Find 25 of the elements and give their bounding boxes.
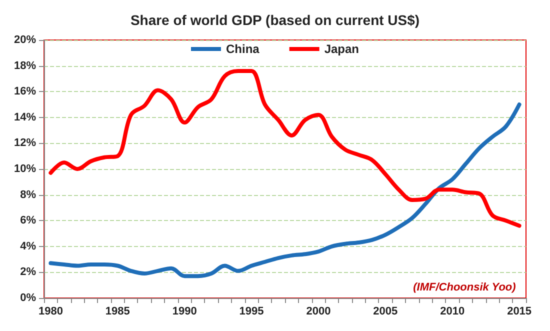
y-tick-label: 8%	[20, 188, 36, 201]
x-tick-label: 1995	[239, 306, 264, 318]
y-tick-label: 6%	[20, 214, 36, 227]
y-tick-label: 18%	[14, 60, 36, 72]
line-series	[48, 102, 522, 278]
x-tick-label: 2000	[306, 306, 331, 318]
annotation: (IMF/Choonsik Yoo)	[413, 282, 516, 294]
y-tick-label: 0%	[20, 292, 36, 304]
chart-title: Share of world GDP (based on current US$)	[130, 12, 420, 28]
y-tick-label: 4%	[20, 240, 36, 252]
y-tick-label: 14%	[14, 111, 36, 124]
legend-label: China	[226, 42, 260, 56]
legend-label: Japan	[324, 42, 360, 56]
x-tick-label: 2005	[373, 306, 398, 318]
y-tick-label: 2%	[20, 266, 36, 278]
x-tick-label: 1980	[38, 306, 63, 318]
x-tick-label: 1990	[172, 306, 197, 318]
x-tick-label: 2010	[440, 306, 465, 318]
y-tick-label: 16%	[14, 86, 36, 98]
x-tick-label: 1985	[105, 306, 130, 318]
y-tick-label: 12%	[14, 137, 36, 150]
x-tick-label: 2015	[507, 306, 532, 318]
line-series	[48, 68, 522, 228]
y-tick-label: 20%	[14, 34, 36, 46]
y-tick-label: 10%	[14, 163, 36, 175]
